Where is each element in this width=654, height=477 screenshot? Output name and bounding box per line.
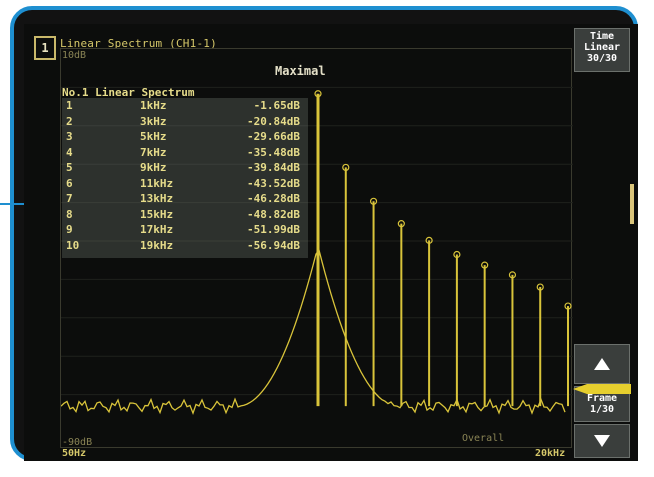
table-row: 1 1kHz -1.65dB <box>62 99 308 112</box>
x-axis-end-label: 20kHz <box>535 448 566 459</box>
peak-marker-5 <box>425 236 433 244</box>
overall-label: Overall <box>462 433 505 444</box>
table-cell-db: -51.99dB <box>247 223 300 236</box>
table-cell-freq: 13kHz <box>140 192 174 205</box>
peak-marker-7 <box>481 261 489 269</box>
callout-line <box>0 203 28 205</box>
page-title: Linear Spectrum (CH1-1) <box>60 37 217 50</box>
table-cell-freq: 11kHz <box>140 176 174 190</box>
table-cell-db: -43.52dB <box>247 176 300 190</box>
table-cell-freq: 5kHz <box>140 130 167 143</box>
peak-marker-3 <box>369 197 378 205</box>
table-cell-freq: 19kHz <box>140 238 174 252</box>
arrow-down-icon <box>594 435 610 447</box>
table-cell-no: 2 <box>66 114 73 128</box>
arrow-up-icon <box>594 358 610 370</box>
linear-label: Linear <box>583 42 621 53</box>
table-row: 6 11kHz -43.52dB <box>62 176 308 190</box>
peak-marker-2 <box>342 163 350 172</box>
peak-marker-6 <box>453 250 461 259</box>
table-row: 5 9kHz -39.84dB <box>62 161 308 174</box>
table-cell-no: 3 <box>66 130 73 143</box>
table-cell-db: -46.28dB <box>247 192 300 205</box>
y-axis-bottom-label: -90dB <box>62 437 93 448</box>
table-cell-no: 6 <box>66 176 73 190</box>
channel-badge[interactable]: 1 <box>34 36 56 60</box>
table-cell-db: -35.48dB <box>247 145 300 159</box>
peak-marker-4 <box>397 220 405 228</box>
table-row: 9 17kHz -51.99dB <box>62 223 308 236</box>
frame-down-button[interactable] <box>574 424 630 458</box>
spectrum-plot <box>60 48 573 448</box>
peak-marker-9 <box>536 283 544 291</box>
frame-label: Frame <box>586 393 618 404</box>
y-axis-top-label: 10dB <box>62 50 87 61</box>
table-cell-no: 8 <box>66 207 73 221</box>
table-cell-no: 10 <box>66 238 80 252</box>
table-cell-db: -39.84dB <box>247 161 300 174</box>
frame-count-label: 30/30 <box>586 53 618 64</box>
frame-marker-arrow <box>573 384 631 394</box>
table-cell-freq: 1kHz <box>140 99 167 112</box>
table-row: 3 5kHz -29.66dB <box>62 130 308 143</box>
display-screen <box>24 24 638 461</box>
table-cell-freq: 15kHz <box>140 207 174 221</box>
table-cell-no: 5 <box>66 161 73 174</box>
table-cell-no: 7 <box>66 192 73 205</box>
harmonics-table <box>62 98 308 258</box>
table-cell-db: -56.94dB <box>247 238 300 252</box>
table-cell-no: 9 <box>66 223 73 236</box>
table-row: 7 13kHz -46.28dB <box>62 192 308 205</box>
frame-position-label: 1/30 <box>589 404 615 415</box>
table-cell-db: -29.66dB <box>247 130 300 143</box>
frame-up-button[interactable] <box>574 344 630 384</box>
table-cell-db: -48.82dB <box>247 207 300 221</box>
time-linear-button[interactable]: Time Linear 30/30 <box>574 28 630 72</box>
table-cell-freq: 17kHz <box>140 223 174 236</box>
table-row: 8 15kHz -48.82dB <box>62 207 308 221</box>
scrollbar-thumb[interactable] <box>630 184 634 224</box>
table-cell-no: 4 <box>66 145 73 159</box>
time-label: Time <box>589 31 615 42</box>
table-row: 10 19kHz -56.94dB <box>62 238 308 252</box>
table-row: 2 3kHz -20.84dB <box>62 114 308 128</box>
x-axis-start-label: 50Hz <box>62 448 87 459</box>
table-cell-freq: 3kHz <box>140 114 167 128</box>
table-cell-freq: 7kHz <box>140 145 167 159</box>
harmonics-table-header: No.1 Linear Spectrum <box>62 86 195 99</box>
spectrum-noise-trace <box>61 248 566 415</box>
spectrum-chart <box>61 86 573 415</box>
table-cell-no: 1 <box>66 99 73 112</box>
table-cell-freq: 9kHz <box>140 161 167 174</box>
table-cell-db: -1.65dB <box>253 99 300 112</box>
peak-mode-label: Maximal <box>275 64 326 78</box>
table-cell-db: -20.84dB <box>247 114 300 128</box>
peak-marker-1 <box>314 90 322 98</box>
peak-marker-8 <box>508 271 517 279</box>
table-row: 4 7kHz -35.48dB <box>62 145 308 159</box>
peak-marker-10 <box>564 302 572 310</box>
